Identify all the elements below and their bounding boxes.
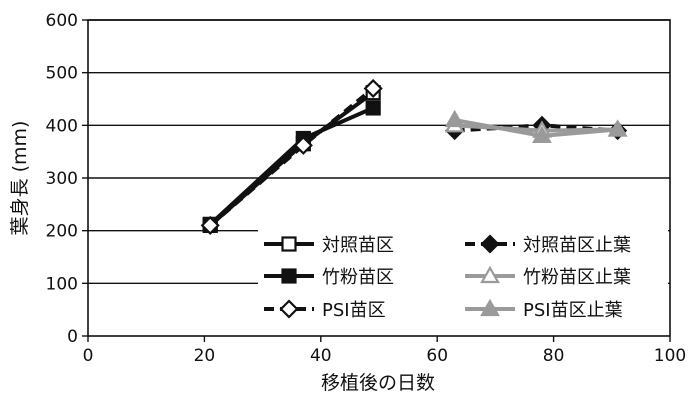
- y-tick-label-500: 500: [46, 64, 78, 84]
- y-tick-label-300: 300: [46, 169, 78, 189]
- series-3-point-1: [200, 215, 220, 235]
- y-tick-label-0: 0: [67, 327, 78, 347]
- legend-label: PSI苗区止葉: [523, 300, 623, 321]
- legend-swatch-marker: [281, 268, 297, 284]
- series-6-point-3: [607, 119, 628, 137]
- x-tick-label-60: 60: [426, 346, 448, 366]
- x-tick-label-0: 0: [83, 346, 94, 366]
- legend-item-6: PSI苗区止葉: [465, 298, 623, 321]
- legend-swatch-marker: [480, 265, 500, 284]
- legend-item-4: 対照苗区止葉: [465, 234, 631, 256]
- legend-label: 竹粉苗区止葉: [523, 267, 631, 288]
- legend-swatch-marker: [480, 234, 500, 254]
- x-axis-ticks: 0 20 40 60 80 100: [83, 336, 686, 366]
- legend-item-2: 竹粉苗区: [264, 267, 394, 288]
- legend-item-5: 竹粉苗区止葉: [465, 265, 631, 288]
- y-axis-title: 葉身長 (mm): [9, 121, 31, 236]
- legend-background: [258, 228, 668, 328]
- series-1-line: [208, 91, 375, 227]
- x-tick-label-40: 40: [310, 346, 332, 366]
- series-2: [202, 100, 381, 232]
- series-3-point-2: [293, 135, 313, 155]
- legend-label: PSI苗区: [322, 300, 386, 321]
- series-3: [200, 78, 383, 235]
- series-3-line: [208, 86, 375, 227]
- y-tick-label-600: 600: [46, 11, 78, 31]
- legend-label: 竹粉苗区: [322, 267, 394, 288]
- legend-swatch-marker: [279, 299, 299, 319]
- legend-label: 対照苗区止葉: [523, 235, 631, 256]
- y-tick-label-200: 200: [46, 222, 78, 242]
- y-tick-label-100: 100: [46, 274, 78, 294]
- x-axis-title: 移植後の日数: [321, 372, 435, 394]
- x-tick-label-20: 20: [194, 346, 216, 366]
- series-2-point-3: [365, 100, 381, 116]
- series-6-point-1: [444, 109, 465, 128]
- x-tick-label-100: 100: [654, 346, 686, 366]
- series-6: [444, 109, 628, 143]
- y-axis-ticks: 0 100 200 300 400 500 600: [46, 11, 88, 347]
- legend-label: 対照苗区: [322, 235, 394, 256]
- legend-swatch-marker: [480, 298, 500, 317]
- series-group: [200, 78, 628, 235]
- series-6-point-2: [532, 125, 552, 143]
- series-3-point-3: [363, 78, 383, 99]
- legend-swatch-marker: [281, 236, 297, 252]
- legend-item-1: 対照苗区: [264, 235, 394, 256]
- y-tick-label-400: 400: [46, 116, 78, 136]
- x-tick-label-80: 80: [543, 346, 565, 366]
- legend-item-3: PSI苗区: [264, 299, 386, 321]
